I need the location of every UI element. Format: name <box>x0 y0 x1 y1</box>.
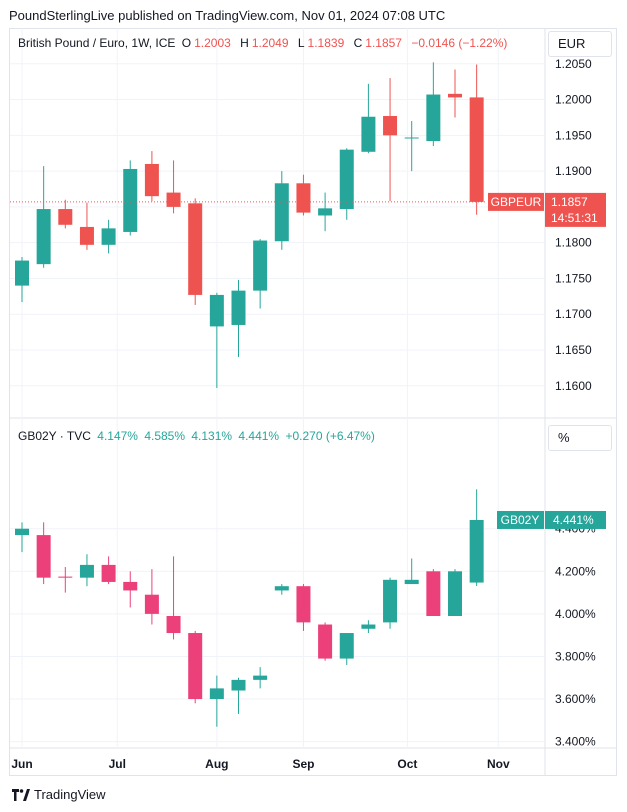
candle-body <box>188 203 203 295</box>
candle-body <box>253 675 268 680</box>
publish-header: PoundSterlingLive published on TradingVi… <box>9 8 446 23</box>
candle-body <box>36 535 51 578</box>
candle-body <box>426 94 441 142</box>
candle-body <box>231 679 246 691</box>
price-tag-name: GBPEUR <box>491 195 542 209</box>
candle-body <box>361 624 376 629</box>
low-label: L <box>297 36 305 50</box>
price-tag-name: GB02Y <box>501 513 540 527</box>
candle-body <box>101 564 116 582</box>
candle-body <box>469 97 484 202</box>
bottom-title: GB02Y · TVC <box>18 429 91 443</box>
footer-brand: TradingView <box>34 787 106 802</box>
close-value: 1.1857 <box>365 36 402 50</box>
x-tick-label: Oct <box>397 757 417 771</box>
candle-body <box>383 116 398 136</box>
candle-body <box>296 183 311 213</box>
candle-body <box>209 294 224 327</box>
candle-body <box>15 528 29 536</box>
price-tag-value-bg <box>545 192 606 227</box>
candle-body <box>296 586 311 623</box>
bottom-low: 4.131% <box>191 429 233 443</box>
change-value: −0.0146 (−1.22%) <box>411 36 508 50</box>
candle-body <box>469 519 484 583</box>
bottom-open: 4.147% <box>97 429 138 443</box>
y-tick-label: 1.1950 <box>555 128 592 142</box>
open-value: 1.2003 <box>194 36 231 50</box>
y-tick-label: 3.400% <box>555 735 596 749</box>
candle-body <box>166 616 181 634</box>
y-tick-label: 1.1600 <box>555 379 592 393</box>
candle-body <box>79 226 94 245</box>
price-tag-countdown: 14:51:31 <box>551 211 598 225</box>
candle-body <box>209 688 224 700</box>
tradingview-logo-icon <box>12 788 30 801</box>
candle-body <box>318 624 333 659</box>
candle-body <box>188 633 203 700</box>
open-label: O <box>181 36 192 50</box>
x-tick-label: Aug <box>205 757 228 771</box>
bottom-close: 4.441% <box>238 429 280 443</box>
high-value: 1.2049 <box>251 36 289 50</box>
bottom-legend: GB02Y · TVC 4.147% 4.585% 4.131% 4.441% … <box>18 429 378 443</box>
candle-body <box>123 581 138 591</box>
x-tick-label: Nov <box>487 757 510 771</box>
y-tick-label: 4.000% <box>555 607 596 621</box>
y-tick-label: 3.800% <box>555 649 596 663</box>
candle-body <box>448 571 462 616</box>
y-tick-label: 1.1650 <box>555 343 592 357</box>
candle-body <box>274 183 289 242</box>
candle-body <box>339 149 354 210</box>
candle-body <box>339 633 354 659</box>
currency-unit-button[interactable]: EUR <box>548 31 612 57</box>
candle-body <box>58 209 73 225</box>
candle-body <box>36 209 51 265</box>
candle-body <box>253 240 268 291</box>
candle-body <box>101 228 116 245</box>
candle-body <box>58 576 73 578</box>
candle-body <box>166 192 181 207</box>
candle-body <box>144 594 159 614</box>
y-tick-label: 3.600% <box>555 692 596 706</box>
x-tick-label: Jul <box>109 757 126 771</box>
low-value: 1.1839 <box>307 36 345 50</box>
x-tick-label: Sep <box>292 757 314 771</box>
candle-body <box>448 93 462 98</box>
bottom-high: 4.585% <box>144 429 186 443</box>
y-tick-label: 1.2000 <box>555 93 592 107</box>
candle-body <box>318 208 333 216</box>
y-tick-label: 1.1900 <box>555 164 592 178</box>
price-tag-value: 1.1857 <box>551 195 588 209</box>
close-label: C <box>353 36 363 50</box>
candle-body <box>404 579 419 585</box>
y-tick-label: 1.1750 <box>555 271 592 285</box>
price-tag-name-bg <box>488 192 544 211</box>
candle-body <box>426 571 441 616</box>
candle-body <box>404 137 419 139</box>
y-tick-label: 1.1700 <box>555 307 592 321</box>
candle-body <box>361 116 376 152</box>
x-tick-label: Jun <box>11 757 32 771</box>
y-tick-label: 1.2050 <box>555 57 592 71</box>
candle-body <box>383 579 398 623</box>
y-tick-label: 1.1800 <box>555 236 592 250</box>
candle-body <box>15 260 29 286</box>
price-tag-value: 4.441% <box>553 513 594 527</box>
percent-unit-button[interactable]: % <box>548 425 612 451</box>
price-tag-name-bg <box>497 510 544 529</box>
price-tag-value-bg <box>545 510 606 529</box>
candle-body <box>231 290 246 325</box>
y-tick-label: 4.200% <box>555 564 596 578</box>
candle-body <box>123 168 138 232</box>
candle-body <box>79 564 94 578</box>
top-title: British Pound / Euro, 1W, ICE <box>18 36 176 50</box>
bottom-change: +0.270 (+6.47%) <box>285 429 375 443</box>
chart-frame[interactable] <box>9 28 617 776</box>
high-label: H <box>240 36 249 50</box>
candle-body <box>274 586 289 591</box>
candle-body <box>144 163 159 197</box>
footer: TradingView <box>12 787 106 802</box>
